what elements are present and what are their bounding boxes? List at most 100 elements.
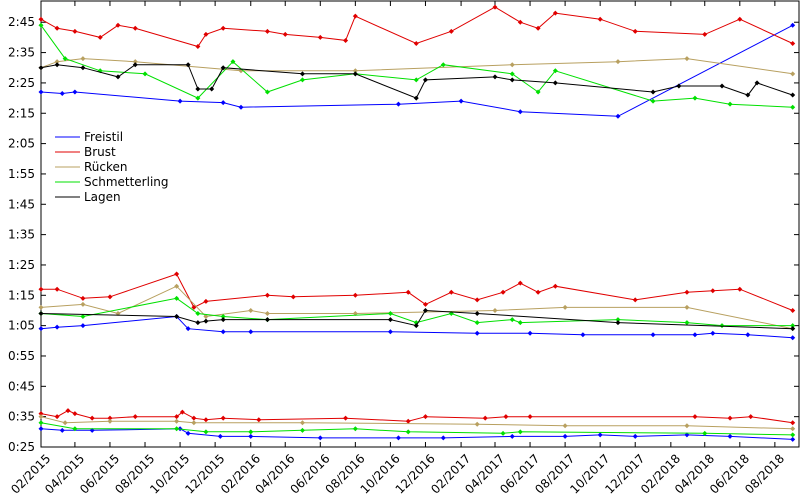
data-point <box>405 429 411 435</box>
data-point <box>474 330 480 336</box>
series-line <box>40 58 793 75</box>
data-point <box>185 62 191 68</box>
data-point <box>54 59 60 65</box>
data-point <box>54 414 60 420</box>
data-point <box>107 418 113 424</box>
y-tick-label: 1:25 <box>8 258 35 272</box>
data-point <box>632 28 638 34</box>
data-point <box>650 89 656 95</box>
y-tick-label: 1:55 <box>8 167 35 181</box>
data-point <box>299 427 305 433</box>
data-point <box>395 435 401 441</box>
data-point <box>509 433 515 439</box>
data-point <box>185 430 191 436</box>
data-point <box>220 25 226 31</box>
data-point <box>509 71 515 77</box>
y-tick-label: 0:35 <box>8 410 35 424</box>
series-schmetterling <box>38 22 796 438</box>
data-point <box>535 25 541 31</box>
data-point <box>179 409 185 415</box>
data-point <box>174 271 180 277</box>
data-point <box>790 104 796 110</box>
data-point <box>80 323 86 329</box>
data-point <box>482 415 488 421</box>
data-point <box>552 10 558 16</box>
data-point <box>413 77 419 83</box>
data-point <box>422 77 428 83</box>
data-point <box>220 314 226 320</box>
data-point <box>174 418 180 424</box>
data-point <box>54 62 60 68</box>
data-point <box>422 414 428 420</box>
data-point <box>727 433 733 439</box>
data-point <box>352 292 358 298</box>
data-point <box>38 304 44 310</box>
data-point <box>702 31 708 37</box>
data-point <box>80 314 86 320</box>
data-point <box>203 417 209 423</box>
data-point <box>38 420 44 426</box>
data-point <box>509 317 515 323</box>
data-point <box>748 414 754 420</box>
data-point <box>737 286 743 292</box>
data-point <box>503 414 509 420</box>
data-point <box>440 62 446 68</box>
legend-label: Schmetterling <box>84 175 169 189</box>
data-point <box>676 83 682 89</box>
data-point <box>38 326 44 332</box>
series-line <box>40 416 793 430</box>
data-point <box>615 59 621 65</box>
data-point <box>702 430 708 436</box>
data-point <box>38 65 44 71</box>
data-point <box>54 324 60 330</box>
legend-label: Lagen <box>84 190 121 204</box>
data-point <box>195 86 201 92</box>
data-point <box>38 426 44 432</box>
data-point <box>97 34 103 40</box>
data-point <box>395 101 401 107</box>
data-point <box>191 415 197 421</box>
data-point <box>203 298 209 304</box>
data-point <box>517 19 523 25</box>
data-point <box>191 420 197 426</box>
series-line <box>40 285 793 330</box>
data-point <box>790 307 796 313</box>
data-point <box>174 283 180 289</box>
data-point <box>387 317 393 323</box>
data-point <box>615 320 621 326</box>
data-point <box>352 71 358 77</box>
data-point <box>38 286 44 292</box>
data-point <box>492 74 498 80</box>
data-point <box>195 95 201 101</box>
data-point <box>790 40 796 46</box>
data-point <box>185 326 191 332</box>
y-tick-label: 1:35 <box>8 228 35 242</box>
y-tick-label: 1:05 <box>8 319 35 333</box>
series-brust <box>38 4 796 426</box>
data-point <box>72 89 78 95</box>
data-point <box>132 414 138 420</box>
data-point <box>352 426 358 432</box>
data-point <box>422 307 428 313</box>
data-point <box>299 71 305 77</box>
series-lagen <box>38 62 796 332</box>
y-tick-label: 2:45 <box>8 15 35 29</box>
data-point <box>580 332 586 338</box>
data-point <box>790 436 796 442</box>
data-point <box>217 433 223 439</box>
data-point <box>248 429 254 435</box>
series-line <box>41 273 793 311</box>
data-point <box>230 59 236 65</box>
data-point <box>195 44 201 50</box>
data-point <box>72 426 78 432</box>
data-point <box>220 317 226 323</box>
data-point <box>710 288 716 294</box>
data-point <box>684 56 690 62</box>
data-point <box>343 37 349 43</box>
data-point <box>317 435 323 441</box>
data-point <box>248 433 254 439</box>
data-point <box>474 311 480 317</box>
data-point <box>299 420 305 426</box>
data-point <box>745 332 751 338</box>
data-point <box>174 414 180 420</box>
